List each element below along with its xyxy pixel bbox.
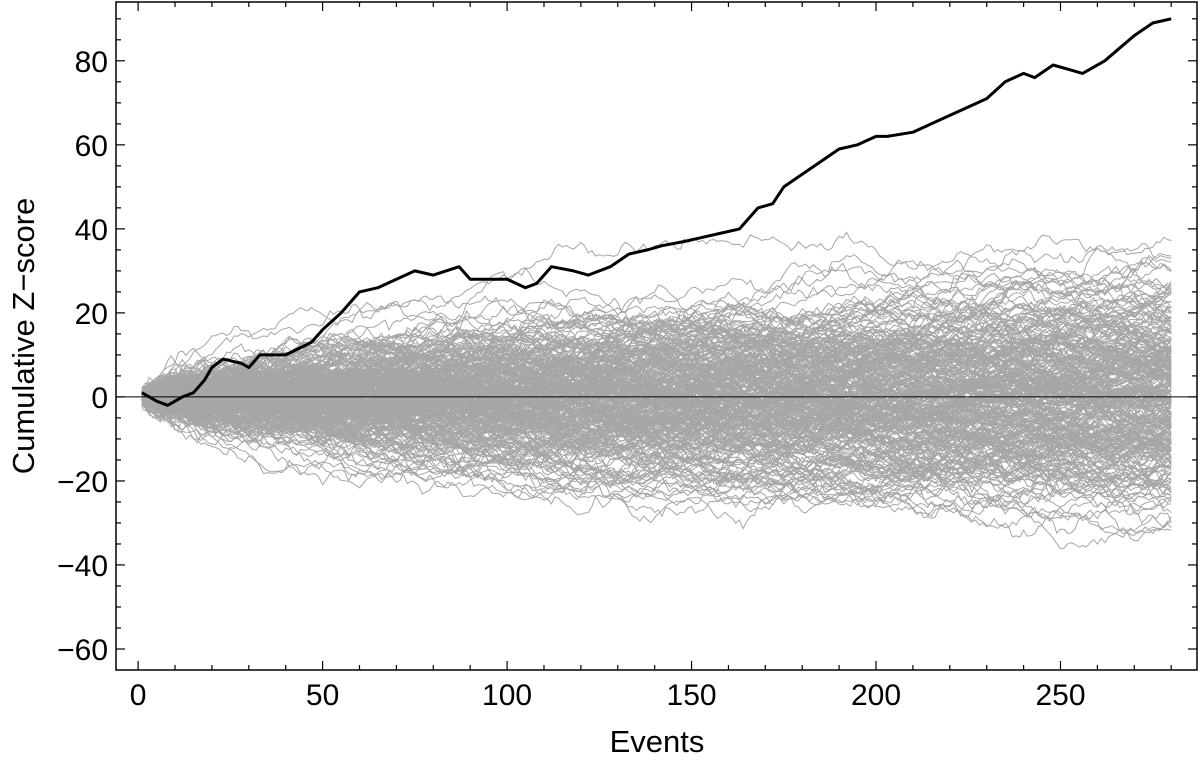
simulated-series-line [141,379,1172,495]
plot-area [116,17,1197,550]
x-tick-label: 0 [130,679,147,712]
simulated-series-line [141,247,1172,398]
y-tick-label: 0 [91,382,108,415]
simulated-series-line [141,312,1172,401]
simulated-series-group [141,231,1172,550]
simulated-series-line [141,384,1172,521]
simulated-series-line [141,351,1172,414]
simulated-series-line [141,398,1172,460]
simulated-series-line [141,399,1172,516]
y-tick-label: −40 [57,550,108,583]
x-axis-title: Events [610,724,705,759]
simulated-series-line [141,398,1172,483]
x-tick-label: 250 [1035,679,1085,712]
simulated-series-line [141,386,1172,442]
simulated-series-line [141,387,1172,493]
y-tick-label: 60 [75,130,108,163]
x-axis-tick-labels: 0 50 100 150 200 250 [130,679,1086,712]
simulated-series-line [141,357,1172,426]
y-tick-label: 20 [75,298,108,331]
simulated-series-line [141,396,1172,496]
simulated-series-line [141,269,1172,414]
simulated-series-line [141,295,1172,403]
simulated-series-line [141,396,1172,477]
simulated-series-line [141,394,1172,498]
simulated-series-line [141,358,1172,437]
axis-ticks [116,2,1197,670]
simulated-series-line [141,391,1172,482]
y-tick-label: −60 [57,634,108,667]
x-tick-label: 200 [851,679,901,712]
x-tick-label: 100 [482,679,532,712]
simulated-series-line [141,324,1172,411]
simulated-series-line [141,380,1172,475]
simulated-series-line [141,354,1172,460]
simulated-series-line [141,378,1172,462]
y-tick-label: 40 [75,214,108,247]
y-axis-tick-labels: −60 −40 −20 0 20 40 60 80 [57,46,108,667]
simulated-series-line [141,257,1172,410]
simulated-series-line [141,332,1172,414]
x-tick-label: 150 [667,679,717,712]
plot-frame [115,1,1198,671]
simulated-series-line [141,319,1172,394]
simulated-series-line [141,389,1172,481]
observed-series-line [141,17,1172,407]
y-tick-label: −20 [57,466,108,499]
simulated-series-line [141,368,1172,415]
simulated-series-line [141,266,1172,402]
y-axis-title: Cumulative Z−score [6,198,41,475]
simulated-series-line [141,372,1172,500]
y-tick-label: 80 [75,46,108,79]
simulated-series-line [141,331,1172,414]
simulated-series-line [141,377,1172,467]
x-tick-label: 50 [306,679,339,712]
